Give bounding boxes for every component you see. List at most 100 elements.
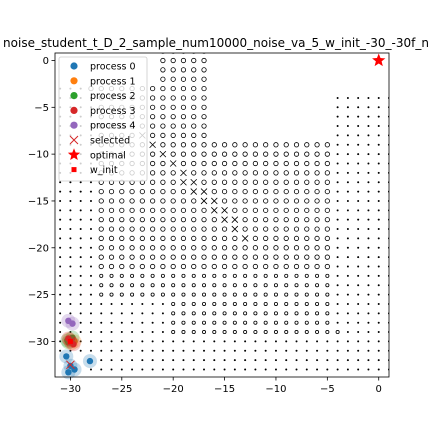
- sample-dot: [336, 274, 339, 277]
- sample-circle: [273, 198, 279, 204]
- sample-dot: [131, 378, 133, 380]
- x-tick-label: −15: [214, 384, 235, 395]
- sample-dot: [285, 349, 288, 352]
- boundary-mark: [159, 150, 167, 158]
- sample-circle: [273, 160, 279, 167]
- sample-dot: [89, 284, 92, 287]
- sample-dot: [367, 162, 370, 165]
- sample-dot: [367, 209, 370, 212]
- sample-circle: [232, 273, 237, 278]
- sample-circle: [150, 292, 155, 297]
- sample-dot: [233, 359, 236, 362]
- sample-circle: [273, 320, 278, 325]
- sample-circle: [129, 254, 135, 260]
- sample-dot: [377, 115, 380, 118]
- sample-dot: [336, 181, 339, 184]
- sample-circle: [109, 283, 114, 288]
- sample-circle: [273, 170, 279, 176]
- sample-dot: [89, 331, 92, 334]
- sample-circle: [202, 292, 207, 297]
- sample-circle: [243, 283, 248, 288]
- sample-circle: [304, 170, 310, 176]
- sample-circle: [119, 188, 125, 195]
- sample-dot: [223, 349, 226, 352]
- sample-circle: [304, 301, 309, 306]
- x-tick-label: 0: [376, 384, 382, 395]
- sample-circle: [252, 179, 258, 185]
- sample-dot: [110, 368, 113, 371]
- sample-dot: [59, 209, 62, 212]
- sample-dot: [141, 378, 143, 380]
- sample-dot: [357, 340, 360, 343]
- boundary-mark: [169, 160, 177, 167]
- sample-dot: [377, 321, 380, 324]
- sample-dot: [79, 321, 82, 324]
- sample-circle: [293, 217, 300, 223]
- sample-dot: [89, 228, 92, 231]
- sample-circle: [222, 301, 227, 306]
- sample-dot: [346, 134, 349, 137]
- sample-dot: [182, 378, 184, 380]
- sample-circle: [180, 207, 187, 213]
- sample-circle: [191, 151, 197, 157]
- sample-dot: [69, 302, 72, 305]
- sample-circle: [294, 311, 299, 316]
- sample-dot: [213, 340, 216, 343]
- sample-dot: [367, 115, 370, 118]
- sample-circle: [293, 179, 300, 185]
- sample-dot: [110, 359, 113, 362]
- sample-dot: [59, 228, 62, 231]
- sample-circle: [139, 254, 145, 260]
- sample-circle: [263, 245, 269, 251]
- sample-circle: [191, 104, 197, 110]
- sample-circle: [283, 160, 289, 167]
- sample-circle: [181, 273, 186, 278]
- sample-dot: [79, 256, 82, 259]
- sample-circle: [221, 254, 228, 260]
- legend-label: process 4: [90, 121, 136, 132]
- sample-dot: [367, 96, 370, 99]
- sample-dot: [59, 302, 62, 305]
- sample-dot: [223, 359, 226, 362]
- sample-circle: [284, 292, 289, 297]
- sample-circle: [252, 198, 258, 204]
- sample-dot: [336, 284, 339, 287]
- sample-circle: [335, 330, 340, 335]
- sample-dot: [305, 340, 308, 343]
- sample-circle: [119, 226, 125, 232]
- sample-dot: [377, 368, 380, 371]
- sample-dot: [367, 274, 370, 277]
- sample-circle: [191, 132, 197, 139]
- sample-dot: [346, 368, 349, 371]
- sample-circle: [293, 188, 300, 195]
- sample-circle: [181, 320, 186, 325]
- sample-circle: [325, 311, 330, 316]
- sample-circle: [119, 235, 125, 242]
- sample-dot: [213, 359, 216, 362]
- sample-dot: [254, 349, 257, 352]
- sample-circle: [180, 254, 187, 260]
- sample-dot: [89, 209, 92, 212]
- sample-circle: [221, 160, 228, 167]
- sample-dot: [90, 378, 92, 380]
- sample-circle: [191, 207, 197, 213]
- sample-circle: [324, 207, 330, 213]
- sample-dot: [151, 349, 154, 352]
- legend-label: process 1: [90, 76, 136, 87]
- sample-circle: [150, 217, 156, 223]
- sample-dot: [89, 340, 92, 343]
- sample-dot: [244, 368, 247, 371]
- sample-circle: [180, 245, 187, 251]
- sample-circle: [171, 301, 176, 306]
- sample-dot: [59, 293, 62, 296]
- sample-dot: [377, 190, 380, 193]
- sample-dot: [254, 368, 257, 371]
- sample-circle: [201, 76, 207, 82]
- sample-dot: [59, 312, 62, 315]
- sample-circle: [283, 170, 289, 176]
- sample-dot: [346, 171, 349, 174]
- sample-dot: [131, 302, 134, 305]
- sample-dot: [223, 368, 226, 371]
- sample-dot: [377, 331, 380, 334]
- sample-dot: [234, 378, 236, 380]
